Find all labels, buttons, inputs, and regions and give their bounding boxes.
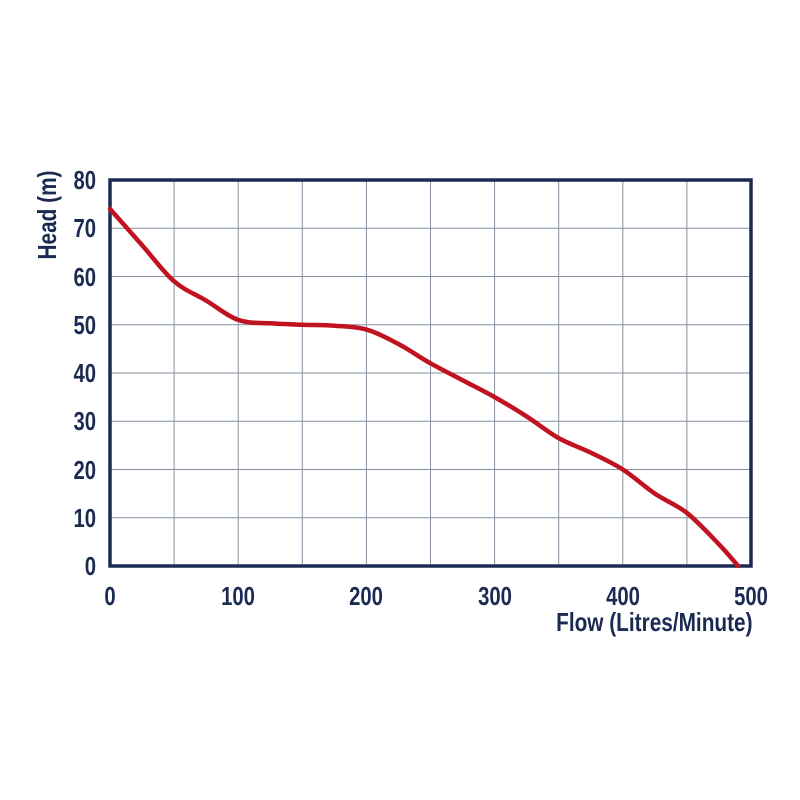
y-tick-label: 30 — [73, 406, 96, 437]
y-tick-label: 70 — [73, 213, 96, 244]
y-tick-label: 50 — [73, 309, 96, 340]
x-tick-label: 400 — [605, 581, 640, 611]
y-tick-label: 80 — [73, 165, 96, 195]
chart-plot-area — [107, 178, 753, 569]
x-tick-label: 300 — [477, 581, 512, 611]
y-tick-label: 60 — [73, 261, 96, 292]
y-tick-label: 20 — [73, 454, 96, 485]
x-tick-label: 100 — [221, 581, 256, 611]
y-tick-label: 40 — [73, 358, 96, 388]
plot-border — [108, 178, 753, 568]
x-tick-label: 200 — [349, 581, 384, 611]
x-axis-title: Flow (Litres/Minute) — [556, 607, 753, 637]
x-tick-label: 0 — [104, 581, 116, 611]
y-tick-label: 0 — [84, 551, 96, 581]
x-tick-label: 500 — [734, 581, 768, 611]
pump-head-curve — [107, 206, 741, 569]
y-axis-title: Head (m) — [32, 170, 62, 260]
y-tick-label: 10 — [73, 502, 96, 533]
